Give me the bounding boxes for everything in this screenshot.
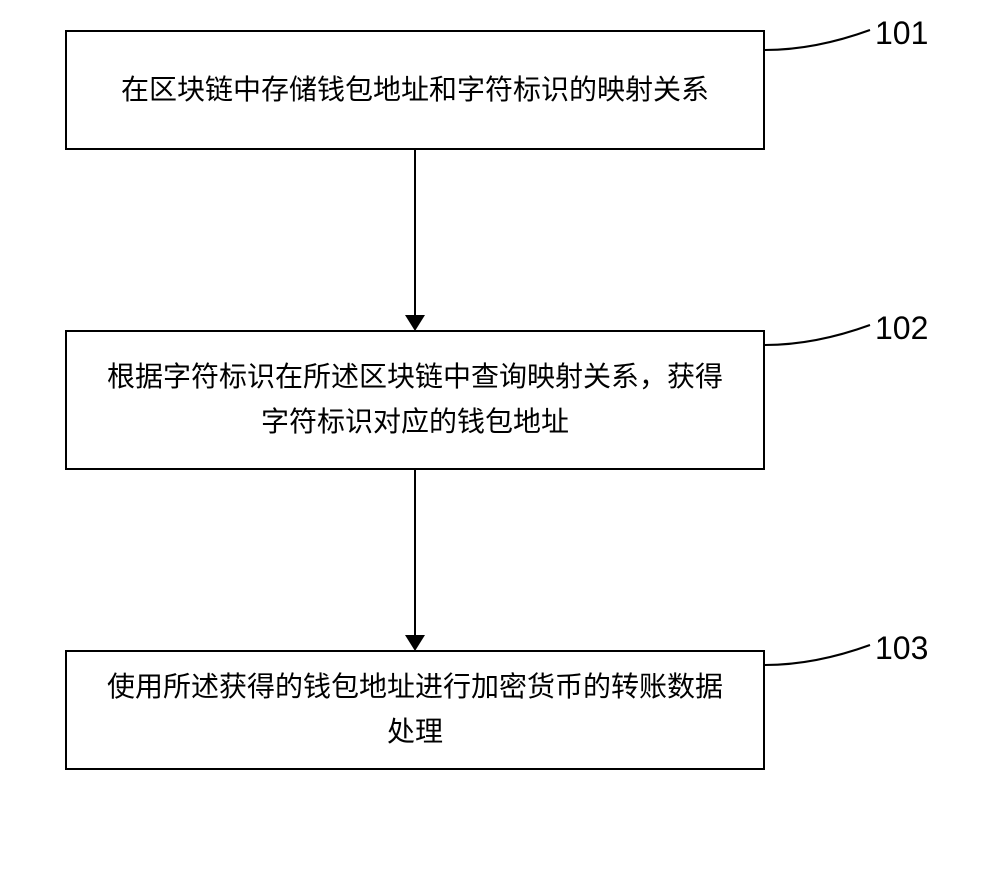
flowchart-node-101: 在区块链中存储钱包地址和字符标识的映射关系 [65, 30, 765, 150]
arrow-head-101-102 [405, 315, 425, 331]
arrow-102-103 [414, 470, 416, 638]
node-102-label: 102 [875, 310, 928, 347]
node-103-label: 103 [875, 630, 928, 667]
node-102-text: 根据字符标识在所述区块链中查询映射关系，获得字符标识对应的钱包地址 [97, 355, 733, 445]
connector-102 [765, 315, 875, 355]
connector-101 [765, 20, 875, 60]
node-101-text: 在区块链中存储钱包地址和字符标识的映射关系 [121, 68, 709, 113]
connector-103 [765, 635, 875, 675]
flowchart-node-102: 根据字符标识在所述区块链中查询映射关系，获得字符标识对应的钱包地址 [65, 330, 765, 470]
node-103-text: 使用所述获得的钱包地址进行加密货币的转账数据处理 [97, 665, 733, 755]
arrow-head-102-103 [405, 635, 425, 651]
node-101-label: 101 [875, 15, 928, 52]
arrow-101-102 [414, 150, 416, 318]
flowchart-node-103: 使用所述获得的钱包地址进行加密货币的转账数据处理 [65, 650, 765, 770]
flowchart-container: 在区块链中存储钱包地址和字符标识的映射关系 101 根据字符标识在所述区块链中查… [0, 0, 1000, 870]
